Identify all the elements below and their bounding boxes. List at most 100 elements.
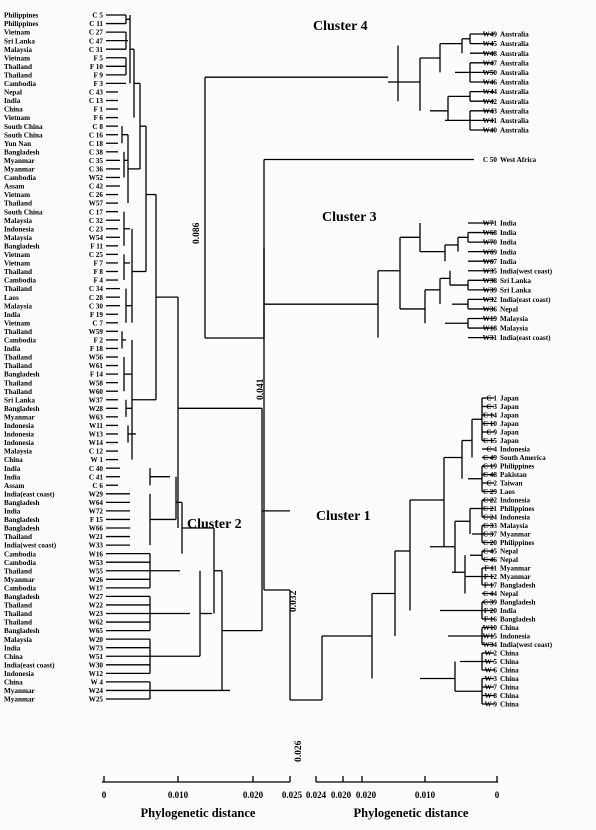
leaf-id-label: C 18	[89, 140, 104, 148]
cluster1-leaf-country: China	[500, 667, 519, 675]
branch-distance-0026: 0.026	[294, 740, 304, 762]
cluster1-leaf-country: Bangladesh	[500, 599, 536, 607]
leaf-id-label: W61	[89, 362, 104, 370]
cluster4-leaf-country: Australia	[500, 40, 529, 48]
leaf-id-label: C 38	[89, 148, 104, 156]
leaf-id-label: F 7	[93, 260, 103, 268]
leaf-id-label: W28	[89, 405, 104, 413]
cluster3-leaf-id: W39	[483, 286, 498, 294]
leaf-id-label: C 34	[89, 285, 104, 293]
cluster3-leaf-id: W67	[483, 258, 498, 266]
cluster1-leaf-id: C 19	[483, 463, 498, 471]
leaf-country-label: India	[4, 644, 21, 652]
leaf-country-label: South China	[4, 208, 43, 216]
leaf-country-label: Myanmar	[4, 576, 36, 584]
cluster4-leaf-country: Australia	[500, 69, 529, 77]
leaf-country-label: Thailand	[4, 362, 32, 370]
leaf-id-label: W14	[89, 439, 104, 447]
cluster3-leaf-country: Sri Lanka	[500, 277, 531, 285]
cluster1-leaf-id: C 22	[483, 497, 498, 505]
leaf-country-label: Indonesia	[4, 422, 34, 430]
cluster3-leaf-country: Malaysia	[500, 315, 528, 323]
leaf-country-label: Bangladesh	[4, 371, 40, 379]
cluster1-leaf-country: China	[500, 701, 519, 709]
leaf-country-label: Malaysia	[4, 234, 32, 242]
leaf-id-label: W72	[89, 508, 104, 516]
leaf-id-label: C 8	[92, 123, 103, 131]
leaf-country-label: Myanmar	[4, 166, 36, 174]
leaf-country-label: Vietnam	[4, 54, 30, 62]
cluster1-leaf-id: W 2	[485, 650, 498, 658]
leaf-id-label: C 16	[89, 131, 104, 139]
leaf-country-label: Vietnam	[4, 191, 30, 199]
cluster3-leaf-country: India	[500, 248, 517, 256]
cluster1-leaf-country: Indonesia	[500, 514, 530, 522]
branch-distance-0041: 0.041	[256, 378, 266, 400]
leaf-country-label: Thailand	[4, 268, 32, 276]
cluster4-leaf-country: Australia	[500, 79, 529, 87]
cluster3-leaf-id: W32	[483, 296, 498, 304]
cluster1-leaf-id: F 20	[484, 607, 498, 615]
leaf-country-label: Cambodia	[4, 559, 36, 567]
leaf-country-label: Indonesia	[4, 439, 34, 447]
leaf-id-label: F 3	[93, 80, 103, 88]
cluster4-leaf-id: W40	[483, 127, 498, 135]
leaf-id-label: F 5	[93, 54, 103, 62]
leaf-id-label: W23	[89, 610, 104, 618]
cluster1-leaf-country: Myanmar	[500, 565, 532, 573]
leaf-id-label: C 28	[89, 294, 104, 302]
cluster-1-label: Cluster 1	[316, 509, 371, 524]
cluster-3-label: Cluster 3	[322, 210, 377, 225]
leaf-country-label: Bangladesh	[4, 627, 40, 635]
leaf-id-label: W60	[89, 388, 104, 396]
leaf-country-label: Bangladesh	[4, 525, 40, 533]
leaf-id-label: W63	[89, 413, 104, 421]
leaf-country-label: Cambodia	[4, 337, 36, 345]
leaf-country-label: Vietnam	[4, 29, 30, 37]
cluster4-leaf-country: Australia	[500, 98, 529, 106]
leaf-country-label: India(east coast)	[4, 661, 55, 669]
leaf-id-label: W66	[89, 525, 104, 533]
right-tick-0020a: 0.020	[331, 790, 352, 800]
cluster1-leaf-id: C 48	[483, 471, 498, 479]
leaf-id-label: C 47	[89, 37, 104, 45]
leaf-country-label: Laos	[4, 294, 19, 302]
leaf-country-label: India	[4, 345, 21, 353]
leaf-id-label: W59	[89, 328, 104, 336]
leaf-id-label: F 10	[90, 63, 104, 71]
leaf-country-label: Myanmar	[4, 687, 36, 695]
leaf-id-label: F 15	[90, 516, 104, 524]
leaf-id-label: C 12	[89, 448, 104, 456]
leaf-country-label: China	[4, 653, 23, 661]
cluster1-leaf-id: F 11	[484, 565, 497, 573]
cluster1-leaf-country: Laos	[500, 488, 515, 496]
cluster1-leaf-id: W15	[483, 633, 498, 641]
leaf-country-label: Cambodia	[4, 277, 36, 285]
leaf-id-label: F 19	[90, 311, 104, 319]
leaf-id-label: W12	[89, 670, 104, 678]
cluster1-leaf-id: C 9	[486, 429, 497, 437]
leaf-id-label: W21	[89, 533, 104, 541]
cluster4-leaf-country: Australia	[500, 107, 529, 115]
leaf-id-label: C 30	[89, 302, 104, 310]
leaf-id-label: C 6	[92, 482, 103, 490]
leaf-country-label: Cambodia	[4, 80, 36, 88]
leaf-country-label: Malaysia	[4, 302, 32, 310]
cluster1-leaf-country: Philippines	[500, 505, 535, 513]
cluster1-leaf-id: F 12	[484, 573, 498, 581]
leaf-id-label: C 43	[89, 89, 104, 97]
leaf-country-label: Thailand	[4, 533, 32, 541]
leaf-country-label: Cambodia	[4, 550, 36, 558]
cluster1-leaf-id: C 24	[483, 514, 498, 522]
right-distance-axis	[315, 776, 498, 783]
dendrogram-branches	[106, 14, 494, 705]
leaf-country-label: India(west coast)	[4, 542, 57, 550]
leaf-id-label: W16	[89, 550, 104, 558]
cluster1-leaf-country: Myanmar	[500, 573, 532, 581]
leaf-country-label: Thailand	[4, 619, 32, 627]
cluster1-leaf-id: C 14	[483, 412, 498, 420]
leaf-country-label: Thailand	[4, 71, 32, 79]
leaf-id-label: C 35	[89, 157, 104, 165]
cluster1-leaf-country: Japan	[500, 395, 519, 403]
